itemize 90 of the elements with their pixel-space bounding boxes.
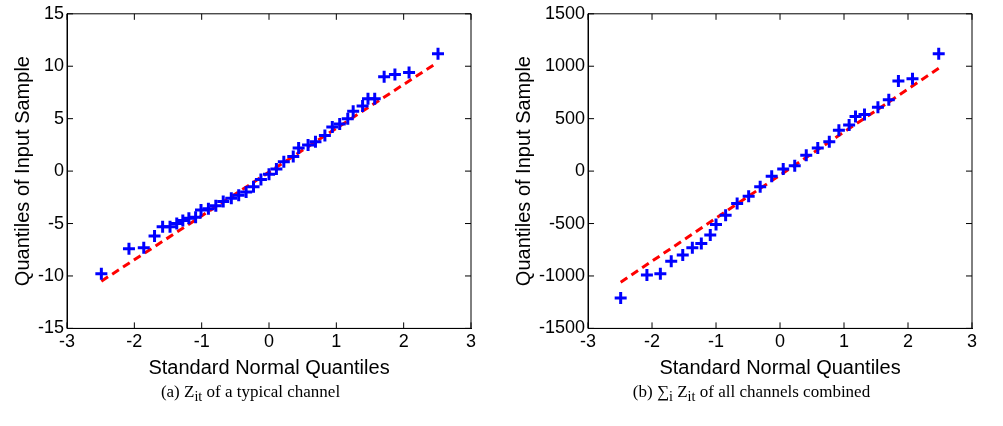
point xyxy=(275,154,291,170)
x-tick-label: 3 xyxy=(465,331,476,352)
x-tick-label: 3 xyxy=(966,331,977,352)
x-tick-label: -1 xyxy=(707,331,724,352)
text: (a) Z$_{it}$ of a typical channel xyxy=(160,382,341,406)
x-tick-label: 0 xyxy=(774,331,785,352)
y-tick-label: -1000 xyxy=(538,264,585,285)
point xyxy=(230,187,246,203)
point xyxy=(300,137,316,153)
x-tick-label: 0 xyxy=(263,331,274,352)
y-tick-label: 10 xyxy=(43,55,64,76)
point xyxy=(290,140,306,156)
y-axis-title: Quantiles of Input Sample xyxy=(511,56,534,287)
point xyxy=(401,65,417,81)
point xyxy=(904,71,920,87)
point xyxy=(763,168,779,184)
point xyxy=(880,92,896,108)
point xyxy=(339,111,355,127)
point xyxy=(786,158,802,174)
point xyxy=(93,266,109,282)
point xyxy=(345,103,361,119)
point xyxy=(930,46,946,62)
point xyxy=(821,134,837,150)
point xyxy=(285,148,301,164)
y-tick-label: 1500 xyxy=(544,2,585,23)
point xyxy=(856,106,872,122)
point xyxy=(307,134,323,150)
y-tick-label: -10 xyxy=(37,264,64,285)
x-tick-label: -2 xyxy=(643,331,660,352)
point xyxy=(238,184,254,200)
point xyxy=(717,207,733,223)
point xyxy=(841,117,857,133)
x-axis-title: Standard Normal Quantiles xyxy=(658,355,901,378)
point xyxy=(200,201,216,217)
point xyxy=(430,46,446,62)
point xyxy=(162,219,178,235)
point xyxy=(684,240,700,256)
point xyxy=(135,240,151,256)
x-tick-label: 1 xyxy=(330,331,341,352)
point xyxy=(146,228,162,244)
point xyxy=(261,166,277,182)
x-tick-label: -1 xyxy=(193,331,210,352)
y-tick-label: 0 xyxy=(53,160,64,181)
point xyxy=(847,109,863,125)
point xyxy=(223,190,239,206)
point xyxy=(120,241,136,257)
point xyxy=(268,161,284,177)
point xyxy=(193,202,208,218)
y-tick-label: 0 xyxy=(574,160,585,181)
y-tick-label: -1500 xyxy=(538,317,585,338)
point xyxy=(729,196,745,212)
point xyxy=(674,247,690,263)
point xyxy=(890,73,906,89)
point xyxy=(638,267,654,283)
x-tick-label: 1 xyxy=(838,331,849,352)
point xyxy=(752,179,768,195)
point xyxy=(245,179,261,195)
point xyxy=(740,188,756,204)
point xyxy=(215,194,231,210)
point xyxy=(386,67,402,83)
x-axis-title: Standard Normal Quantiles xyxy=(147,355,390,378)
point xyxy=(869,99,885,115)
x-tick-label: 2 xyxy=(398,331,409,352)
point xyxy=(354,98,370,114)
point xyxy=(693,235,709,251)
y-tick-label: -5 xyxy=(47,212,64,233)
point xyxy=(652,266,668,282)
point xyxy=(702,227,718,243)
point xyxy=(708,217,724,233)
y-tick-label: -15 xyxy=(37,317,64,338)
point xyxy=(663,253,679,269)
point xyxy=(252,171,268,187)
y-axis-title: Quantiles of Input Sample xyxy=(10,56,33,287)
point xyxy=(612,290,628,306)
x-tick-label: -2 xyxy=(125,331,142,352)
point xyxy=(830,122,846,138)
point xyxy=(331,116,347,132)
y-tick-label: -500 xyxy=(548,212,585,233)
y-tick-label: 500 xyxy=(554,107,585,128)
point xyxy=(798,147,814,163)
y-tick-label: 5 xyxy=(53,107,64,128)
y-tick-label: 15 xyxy=(43,2,64,23)
point xyxy=(775,161,791,177)
point xyxy=(809,140,825,156)
y-tick-label: 1000 xyxy=(544,55,585,76)
text: (b) ∑$_{i}$ Z$_{it}$ of all channels combined xyxy=(632,382,871,406)
x-tick-label: 2 xyxy=(902,331,913,352)
point xyxy=(324,119,340,135)
point xyxy=(316,127,332,143)
point xyxy=(376,69,392,85)
